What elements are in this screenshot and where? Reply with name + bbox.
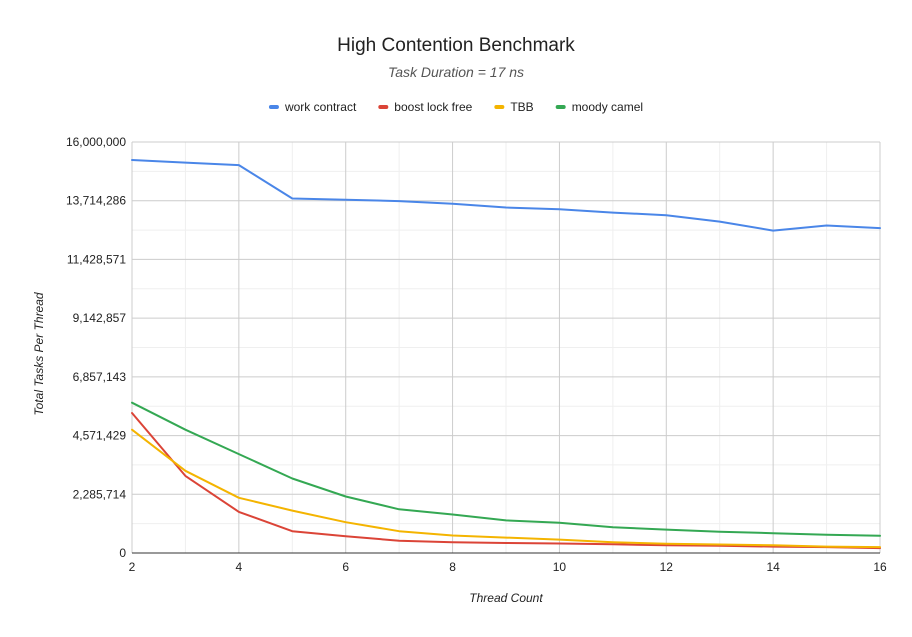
series-line-tbb bbox=[131, 428, 881, 549]
x-axis-title: Thread Count bbox=[469, 591, 543, 605]
x-tick-label: 4 bbox=[236, 560, 243, 574]
y-axis-title: Total Tasks Per Thread bbox=[32, 292, 46, 416]
series-line-moody-camel bbox=[131, 401, 881, 537]
x-tick-label: 10 bbox=[553, 560, 567, 574]
x-tick-label: 12 bbox=[660, 560, 674, 574]
x-tick-label: 14 bbox=[766, 560, 780, 574]
gridlines bbox=[131, 141, 881, 553]
legend-item-boost-lock-free: boost lock free bbox=[378, 100, 473, 114]
x-tick-label: 2 bbox=[129, 560, 136, 574]
legend-item-work-contract: work contract bbox=[268, 100, 357, 114]
legend-label: moody camel bbox=[572, 100, 643, 114]
y-tick-label: 16,000,000 bbox=[66, 135, 126, 149]
legend-swatch bbox=[494, 105, 505, 109]
y-tick-label: 0 bbox=[119, 546, 126, 560]
chart-title: High Contention Benchmark bbox=[337, 35, 575, 56]
legend-item-moody-camel: moody camel bbox=[555, 100, 643, 114]
x-tick-label: 8 bbox=[449, 560, 456, 574]
y-tick-label: 4,571,429 bbox=[73, 429, 127, 443]
legend-swatch bbox=[268, 105, 279, 109]
y-tick-label: 6,857,143 bbox=[73, 370, 127, 384]
legend-item-tbb: TBB bbox=[494, 100, 534, 114]
plot-area bbox=[131, 159, 881, 550]
legend-label: TBB bbox=[510, 100, 533, 114]
legend-label: boost lock free bbox=[394, 100, 472, 114]
legend-swatch bbox=[378, 105, 389, 109]
y-tick-label: 13,714,286 bbox=[66, 194, 126, 208]
y-tick-label: 11,428,571 bbox=[67, 252, 126, 266]
y-tick-label: 2,285,714 bbox=[73, 487, 127, 501]
y-tick-label: 9,142,857 bbox=[73, 311, 127, 325]
series-line-boost-lock-free bbox=[131, 412, 881, 550]
legend-label: work contract bbox=[284, 100, 357, 114]
chart-subtitle: Task Duration = 17 ns bbox=[388, 64, 524, 80]
x-tick-label: 6 bbox=[342, 560, 349, 574]
x-axis: 2 4 6 8 10 12 14 16 bbox=[129, 560, 887, 574]
legend: work contract boost lock free TBB moody cam… bbox=[268, 100, 643, 114]
legend-swatch bbox=[555, 105, 566, 109]
x-tick-label: 16 bbox=[873, 560, 887, 574]
series-line-work-contract bbox=[131, 159, 881, 232]
y-axis: 0 2,285,714 4,571,429 6,857,143 9,142,857 11,… bbox=[66, 135, 126, 560]
